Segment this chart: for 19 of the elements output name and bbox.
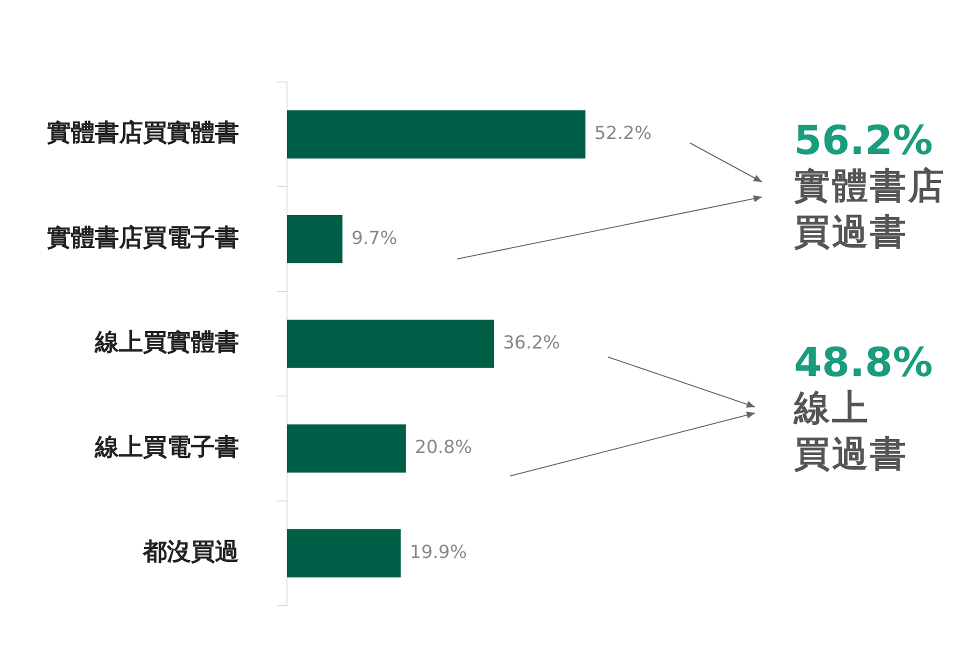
- text: 56.2%: [794, 118, 934, 164]
- y-tick-label: 實體書店買電子書: [47, 223, 239, 252]
- y-tick-label: 實體書店買實體書: [47, 118, 239, 147]
- data-label: 19.9%: [410, 542, 467, 563]
- bar: [287, 214, 342, 264]
- text: 線上買過書: [794, 387, 909, 477]
- y-tick-label: 線上買電子書: [94, 432, 239, 461]
- data-label: 9.7%: [351, 228, 398, 249]
- bar: [287, 110, 586, 158]
- y-tick-label: 線上買實體書: [94, 328, 239, 356]
- text: 48.8%: [794, 340, 934, 386]
- text: 實體書店買過書: [794, 165, 947, 255]
- data-label: 36.2%: [502, 332, 560, 354]
- bar: [287, 529, 401, 578]
- y-tick-label: 都沒買過: [142, 537, 239, 566]
- bar: [287, 320, 494, 368]
- bar: [287, 424, 406, 473]
- data-label: 20.8%: [414, 437, 472, 458]
- data-label: 52.2%: [594, 123, 652, 144]
